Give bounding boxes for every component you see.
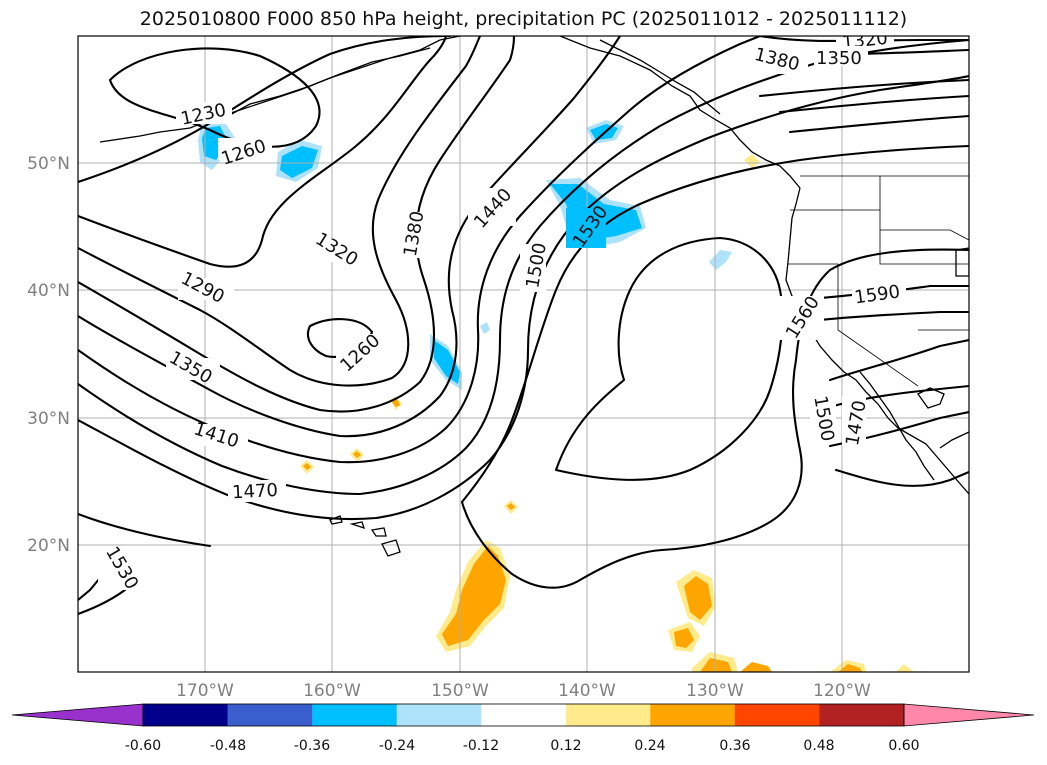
lat-label: 50°N: [27, 154, 70, 174]
contour-label: 1470: [232, 480, 279, 503]
map-panel: 1230 1260 1290 1320 1350 1380 1410 1440 …: [78, 36, 969, 672]
lon-label: 130°W: [686, 681, 744, 701]
map-title: 2025010800 F000 850 hPa height, precipit…: [139, 8, 908, 30]
lon-label: 160°W: [303, 681, 361, 701]
contour-label: 1350: [816, 48, 862, 69]
colorbar-outline: [142, 703, 905, 727]
colorbar-segment: [312, 704, 398, 726]
lon-label: 170°W: [176, 681, 234, 701]
colorbar-segment: [734, 704, 820, 726]
colorbar-tick-label: 0.36: [719, 738, 750, 754]
colorbar-segment: [481, 704, 567, 726]
colorbar-tick-label: -0.60: [125, 738, 161, 754]
longitude-labels: 170°W 160°W 150°W 140°W 130°W 120°W: [176, 681, 871, 701]
lat-label: 20°N: [27, 536, 70, 556]
colorbar-segment: [227, 704, 313, 726]
colorbar-segment: [819, 704, 905, 726]
negative-shading: [198, 118, 732, 390]
colorbar-segment: [396, 704, 482, 726]
colorbar-extend-max: [903, 703, 1035, 727]
colorbar-tick-label: 0.24: [634, 738, 665, 754]
colorbar-segment: [143, 704, 229, 726]
lon-label: 120°W: [813, 681, 871, 701]
lat-label: 30°N: [27, 409, 70, 429]
colorbar: [11, 703, 1035, 727]
colorbar-tick-label: 0.60: [888, 738, 919, 754]
colorbar-extend-min: [11, 703, 144, 727]
colorbar-tick-label: 0.12: [550, 738, 581, 754]
colorbar-tick-label: 0.48: [803, 738, 834, 754]
colorbar-tick-label: -0.12: [463, 738, 499, 754]
positive-shading: [300, 154, 914, 672]
lon-label: 140°W: [558, 681, 616, 701]
lat-label: 40°N: [27, 281, 70, 301]
lon-label: 150°W: [431, 681, 489, 701]
colorbar-segment: [650, 704, 736, 726]
colorbar-tick-label: -0.24: [379, 738, 415, 754]
latitude-labels: 50°N 40°N 30°N 20°N: [27, 154, 70, 556]
colorbar-tick-labels: -0.60 -0.48 -0.36 -0.24 -0.12 0.12 0.24 …: [125, 738, 920, 754]
map-frame: [77, 35, 970, 673]
colorbar-tick-label: -0.48: [210, 738, 246, 754]
colorbar-tick-label: -0.36: [294, 738, 330, 754]
colorbar-segment: [565, 704, 651, 726]
